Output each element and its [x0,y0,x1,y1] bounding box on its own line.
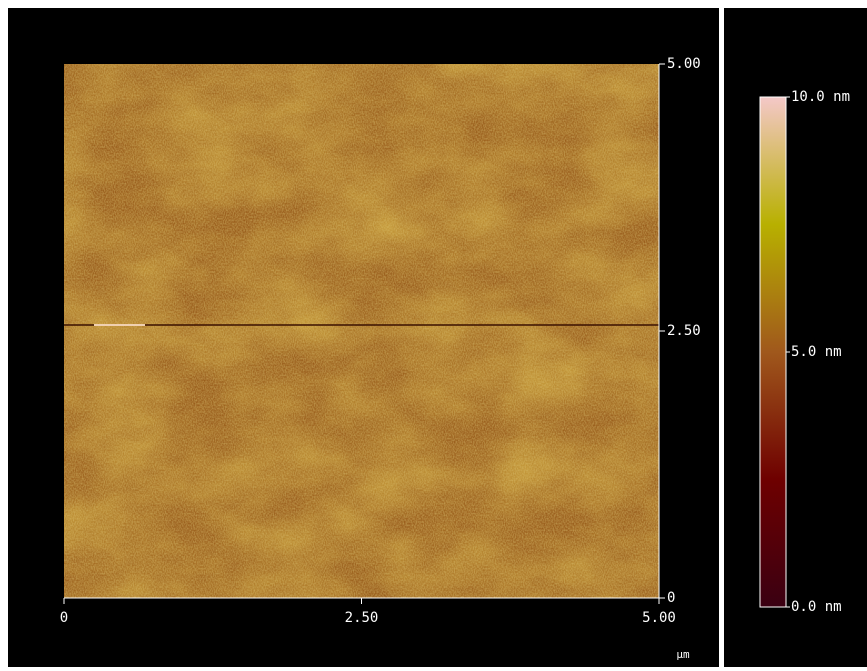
colorbar-panel [724,8,867,667]
x-tick-label: 2.50 [345,610,379,626]
afm-view: µm 0 2.50 5.00 0 2.50 5.00 0.0 nm 5.0 nm 10.0 nm [0,0,867,667]
x-tick-label: 5.00 [642,610,676,626]
afm-image [64,64,659,598]
y-tick-label: 5.00 [667,56,701,72]
colorbar-tick-label: 10.0 nm [791,89,850,105]
y-tick-label: 2.50 [667,323,701,339]
colorbar [760,97,786,607]
image-grain [64,64,659,598]
colorbar-tick-label: 5.0 nm [791,344,842,360]
x-tick-label: 0 [60,610,68,626]
y-tick-label: 0 [667,590,675,606]
colorbar-tick-label: 0.0 nm [791,599,842,615]
x-unit: µm [676,648,690,661]
